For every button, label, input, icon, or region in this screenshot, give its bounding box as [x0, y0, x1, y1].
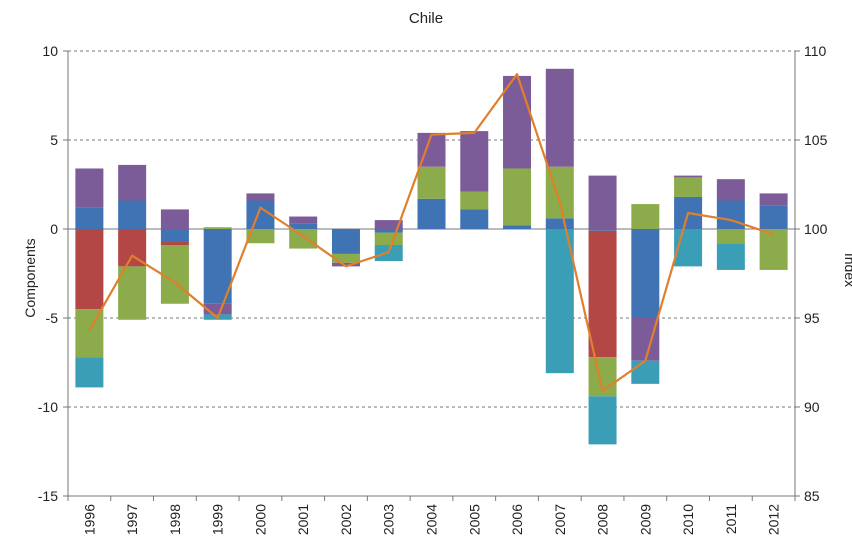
bar-segment — [75, 309, 104, 358]
bar-segment — [588, 175, 617, 229]
y-tick-label-right: 110 — [804, 43, 827, 59]
bar-segment — [674, 177, 703, 197]
bar-segment — [716, 229, 745, 244]
x-tick-label: 2010 — [680, 504, 696, 535]
bar-segment — [75, 229, 104, 310]
bar-segment — [75, 168, 104, 208]
bar-segment — [374, 232, 403, 246]
x-tick-label: 2002 — [338, 504, 354, 535]
bar-segment — [631, 229, 660, 318]
bar-segment — [545, 68, 574, 167]
chart-title: Chile — [408, 10, 444, 27]
x-tick-label: 2011 — [723, 504, 739, 534]
bar-segment — [545, 229, 574, 374]
bar-segment — [203, 227, 232, 229]
bar-segment — [374, 220, 403, 229]
bar-segment — [545, 218, 574, 229]
y-tick-label-left: 0 — [50, 221, 58, 237]
index-line — [88, 73, 774, 393]
x-tick-label: 2009 — [637, 504, 653, 535]
x-tick-label: 1998 — [167, 504, 183, 535]
bar-segment — [460, 209, 489, 229]
bar-segment — [160, 209, 189, 229]
bar-segment — [246, 229, 275, 244]
bar-segment — [75, 357, 104, 388]
y-tick-label-left: -10 — [38, 399, 58, 415]
bar-segment — [118, 229, 147, 267]
bar-segment — [716, 179, 745, 201]
bar-segment — [759, 205, 788, 229]
x-tick-label: 2012 — [766, 504, 782, 535]
y-tick-label-left: 5 — [50, 132, 58, 148]
bar-segment — [503, 168, 532, 226]
y-tick-label-right: 95 — [804, 310, 820, 326]
x-tick-label: 2008 — [595, 504, 611, 535]
bar-segment — [588, 229, 617, 231]
bar-segment — [503, 75, 532, 169]
x-tick-label: 1996 — [81, 504, 97, 535]
bar-segment — [246, 193, 275, 201]
bar-segment — [759, 193, 788, 206]
bar-segment — [331, 253, 360, 263]
bar-segment — [203, 303, 232, 315]
bar-segment — [160, 229, 189, 242]
x-tick-label: 2003 — [381, 504, 397, 535]
bar-segment — [417, 166, 446, 199]
y-tick-label-right: 105 — [804, 132, 828, 148]
y-tick-label-left: -5 — [46, 310, 59, 326]
bar-segment — [160, 241, 189, 246]
bar-segment — [160, 245, 189, 304]
bar-segment — [588, 230, 617, 358]
x-tick-label: 2000 — [252, 504, 268, 535]
bar-segment — [331, 229, 360, 254]
bar-segment — [289, 216, 318, 224]
x-tick-label: 2007 — [552, 504, 568, 535]
bar-segment — [759, 229, 788, 270]
y-tick-label-right: 100 — [804, 221, 828, 237]
x-tick-label: 1999 — [210, 504, 226, 535]
bar-segment — [631, 204, 660, 229]
bar-segment — [716, 200, 745, 229]
bar-segment — [118, 266, 147, 320]
bar-segment — [631, 360, 660, 384]
bar-segment — [674, 175, 703, 178]
bar-segment — [460, 191, 489, 210]
bar-segment — [331, 262, 360, 267]
bar-segment — [460, 131, 489, 192]
bar-segment — [289, 223, 318, 229]
y-tick-label-left: -15 — [38, 488, 58, 504]
bar-segment — [588, 396, 617, 445]
bar-segment — [374, 229, 403, 233]
bar-segment — [289, 229, 318, 249]
bar-segment — [75, 207, 104, 229]
bar-segment — [503, 225, 532, 229]
x-tick-label: 1997 — [124, 504, 140, 535]
bar-segment — [118, 200, 147, 229]
x-tick-label: 2004 — [424, 504, 440, 535]
x-tick-label: 2005 — [466, 504, 482, 535]
x-tick-label: 2001 — [295, 504, 311, 535]
x-tick-label: 2006 — [509, 504, 525, 535]
y-tick-label-right: 85 — [804, 488, 820, 504]
bar-segment — [118, 164, 147, 201]
y-tick-label-left: 10 — [42, 43, 58, 59]
bar-segment — [417, 198, 446, 229]
y-tick-label-right: 90 — [804, 399, 820, 415]
bar-segment — [716, 243, 745, 270]
